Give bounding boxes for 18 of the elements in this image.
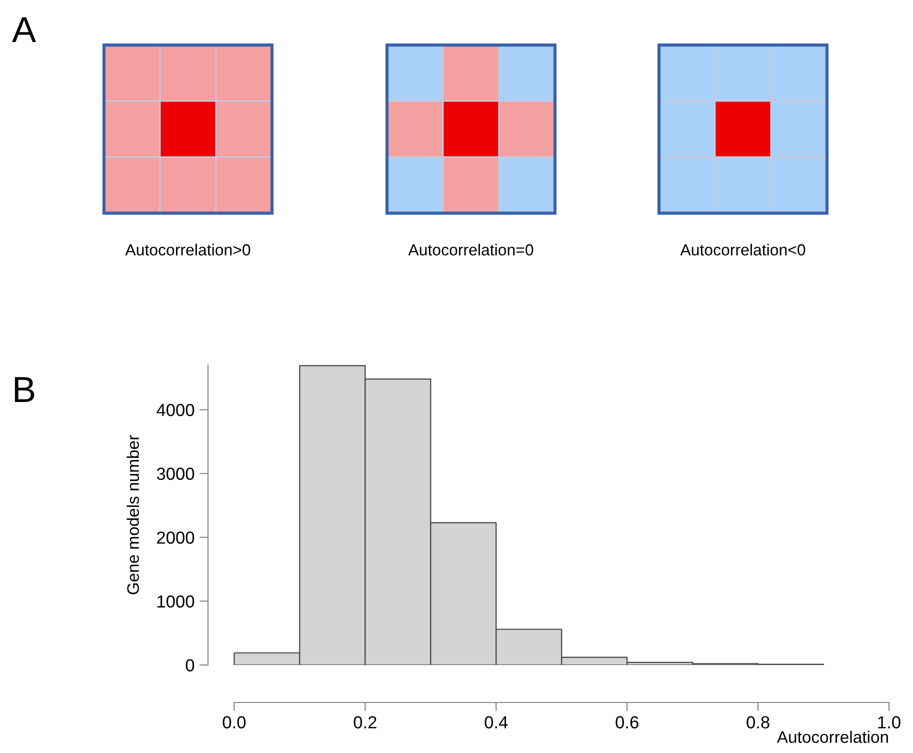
y-tick-label: 1000 [158, 595, 194, 608]
text: Autocorrelation=0 [408, 244, 534, 256]
text: Autocorrelation<0 [680, 244, 806, 256]
x-tick-label: 0.4 [484, 716, 508, 728]
y-tick-label: 0 [186, 659, 194, 672]
x-tick-label: 0.6 [616, 716, 638, 728]
text: A [12, 17, 36, 42]
y-tick-label: 3000 [156, 468, 194, 480]
text: B [14, 377, 34, 402]
x-tick-label: 0.8 [746, 716, 770, 728]
y-axis-title: Gene models number [126, 435, 140, 594]
text: Autocorrelation>0 [125, 244, 250, 256]
x-tick-label: 1.0 [878, 716, 900, 728]
y-tick-label: 2000 [157, 532, 194, 544]
x-tick-label: 0.0 [222, 716, 246, 728]
y-tick-label: 4000 [156, 404, 194, 416]
x-tick-label: 0.2 [354, 716, 376, 728]
x-axis-title: Autocorrelation [776, 730, 888, 743]
